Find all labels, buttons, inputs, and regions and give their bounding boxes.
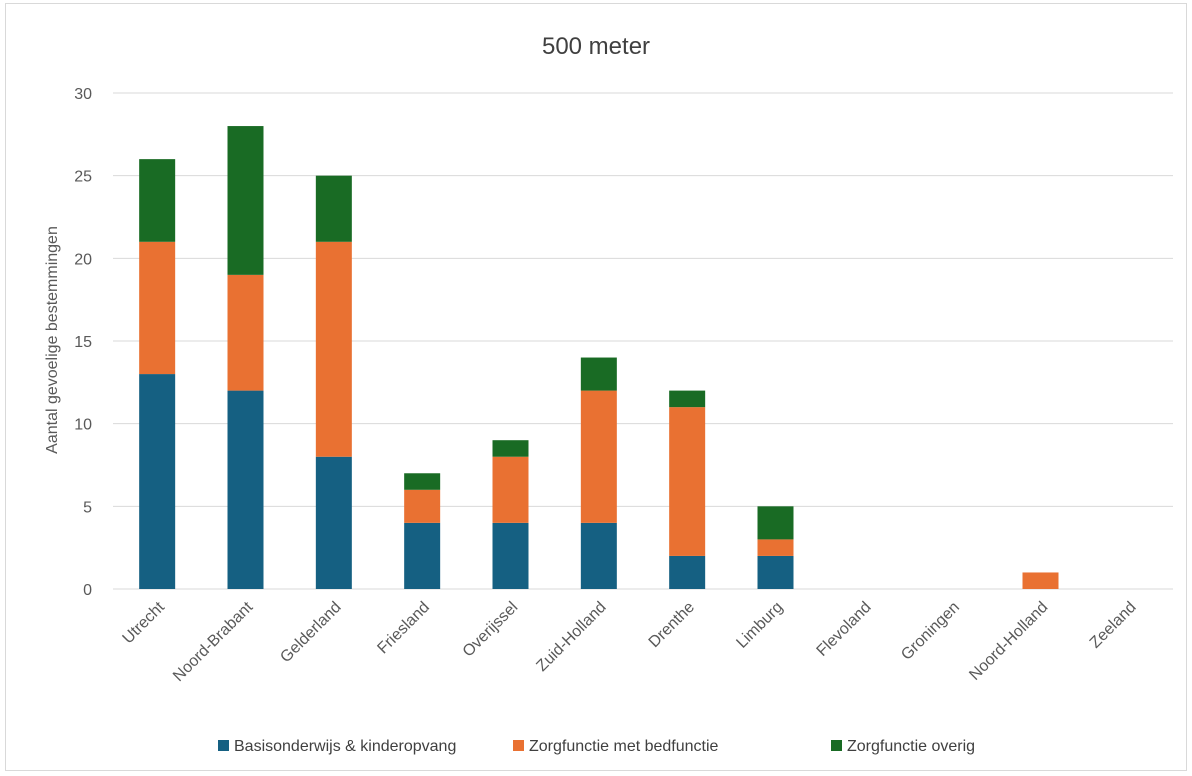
y-axis-title: Aantal gevoelige bestemmingen [44, 226, 61, 454]
x-tick-label: Zeeland [1087, 599, 1140, 652]
y-tick-label: 5 [83, 499, 92, 516]
legend-swatch [513, 740, 524, 751]
bar-segment [492, 440, 529, 457]
x-axis-ticks: Utrecht Noord-Brabant Gelderland Friesland O… [120, 598, 1140, 685]
bar-segment [757, 539, 794, 556]
legend: Basisonderwijs & kinderopvang Zorgfunctie… [218, 738, 975, 755]
chart-title: 500 meter [542, 33, 650, 60]
x-tick-label: Noord-Holland [966, 599, 1051, 684]
x-tick-label: Gelderland [277, 599, 344, 666]
y-tick-label: 25 [74, 169, 92, 186]
legend-label: Zorgfunctie overig [847, 738, 975, 755]
bar-segment [139, 374, 176, 589]
bar-segment [757, 506, 794, 540]
legend-swatch [831, 740, 842, 751]
bar-segment [404, 473, 441, 490]
gridlines [113, 92, 1173, 590]
y-tick-label: 0 [83, 582, 92, 599]
bar-segment [580, 357, 617, 391]
bar-segment [669, 407, 706, 556]
x-tick-label: Groningen [898, 599, 963, 664]
bar-segment [227, 390, 264, 589]
bar-segment [669, 390, 706, 408]
x-tick-label: Flevoland [814, 599, 875, 660]
bar-segment [492, 522, 529, 589]
x-tick-label: Zuid-Holland [533, 599, 609, 675]
x-tick-label: Utrecht [120, 598, 169, 647]
y-tick-label: 30 [74, 86, 92, 103]
bar-segment [669, 555, 706, 589]
x-tick-label: Overijssel [460, 599, 522, 661]
bar-segment [227, 126, 264, 275]
bar-segment [580, 390, 617, 523]
bar-segment [139, 159, 176, 242]
bar-segment [315, 241, 352, 457]
x-tick-label: Friesland [374, 599, 433, 658]
bar-segment [315, 175, 352, 242]
legend-label: Zorgfunctie met bedfunctie [529, 738, 719, 755]
bar-segment [580, 522, 617, 589]
bar-segment [227, 274, 264, 391]
x-tick-label: Drenthe [646, 599, 698, 651]
bar-segment [1022, 572, 1059, 589]
bar-segment [315, 456, 352, 589]
x-tick-label: Noord-Brabant [170, 598, 257, 685]
y-tick-label: 10 [74, 417, 92, 434]
bars [139, 126, 1059, 589]
y-tick-label: 20 [74, 251, 92, 268]
bar-segment [492, 456, 529, 523]
legend-swatch [218, 740, 229, 751]
legend-label: Basisonderwijs & kinderopvang [234, 738, 456, 755]
bar-segment [757, 555, 794, 589]
x-tick-label: Limburg [733, 599, 786, 652]
y-tick-label: 15 [74, 334, 92, 351]
y-axis-ticks: 0 5 10 15 20 25 30 [74, 86, 92, 599]
bar-segment [404, 522, 441, 589]
bar-segment [404, 489, 441, 523]
bar-segment [139, 241, 176, 375]
